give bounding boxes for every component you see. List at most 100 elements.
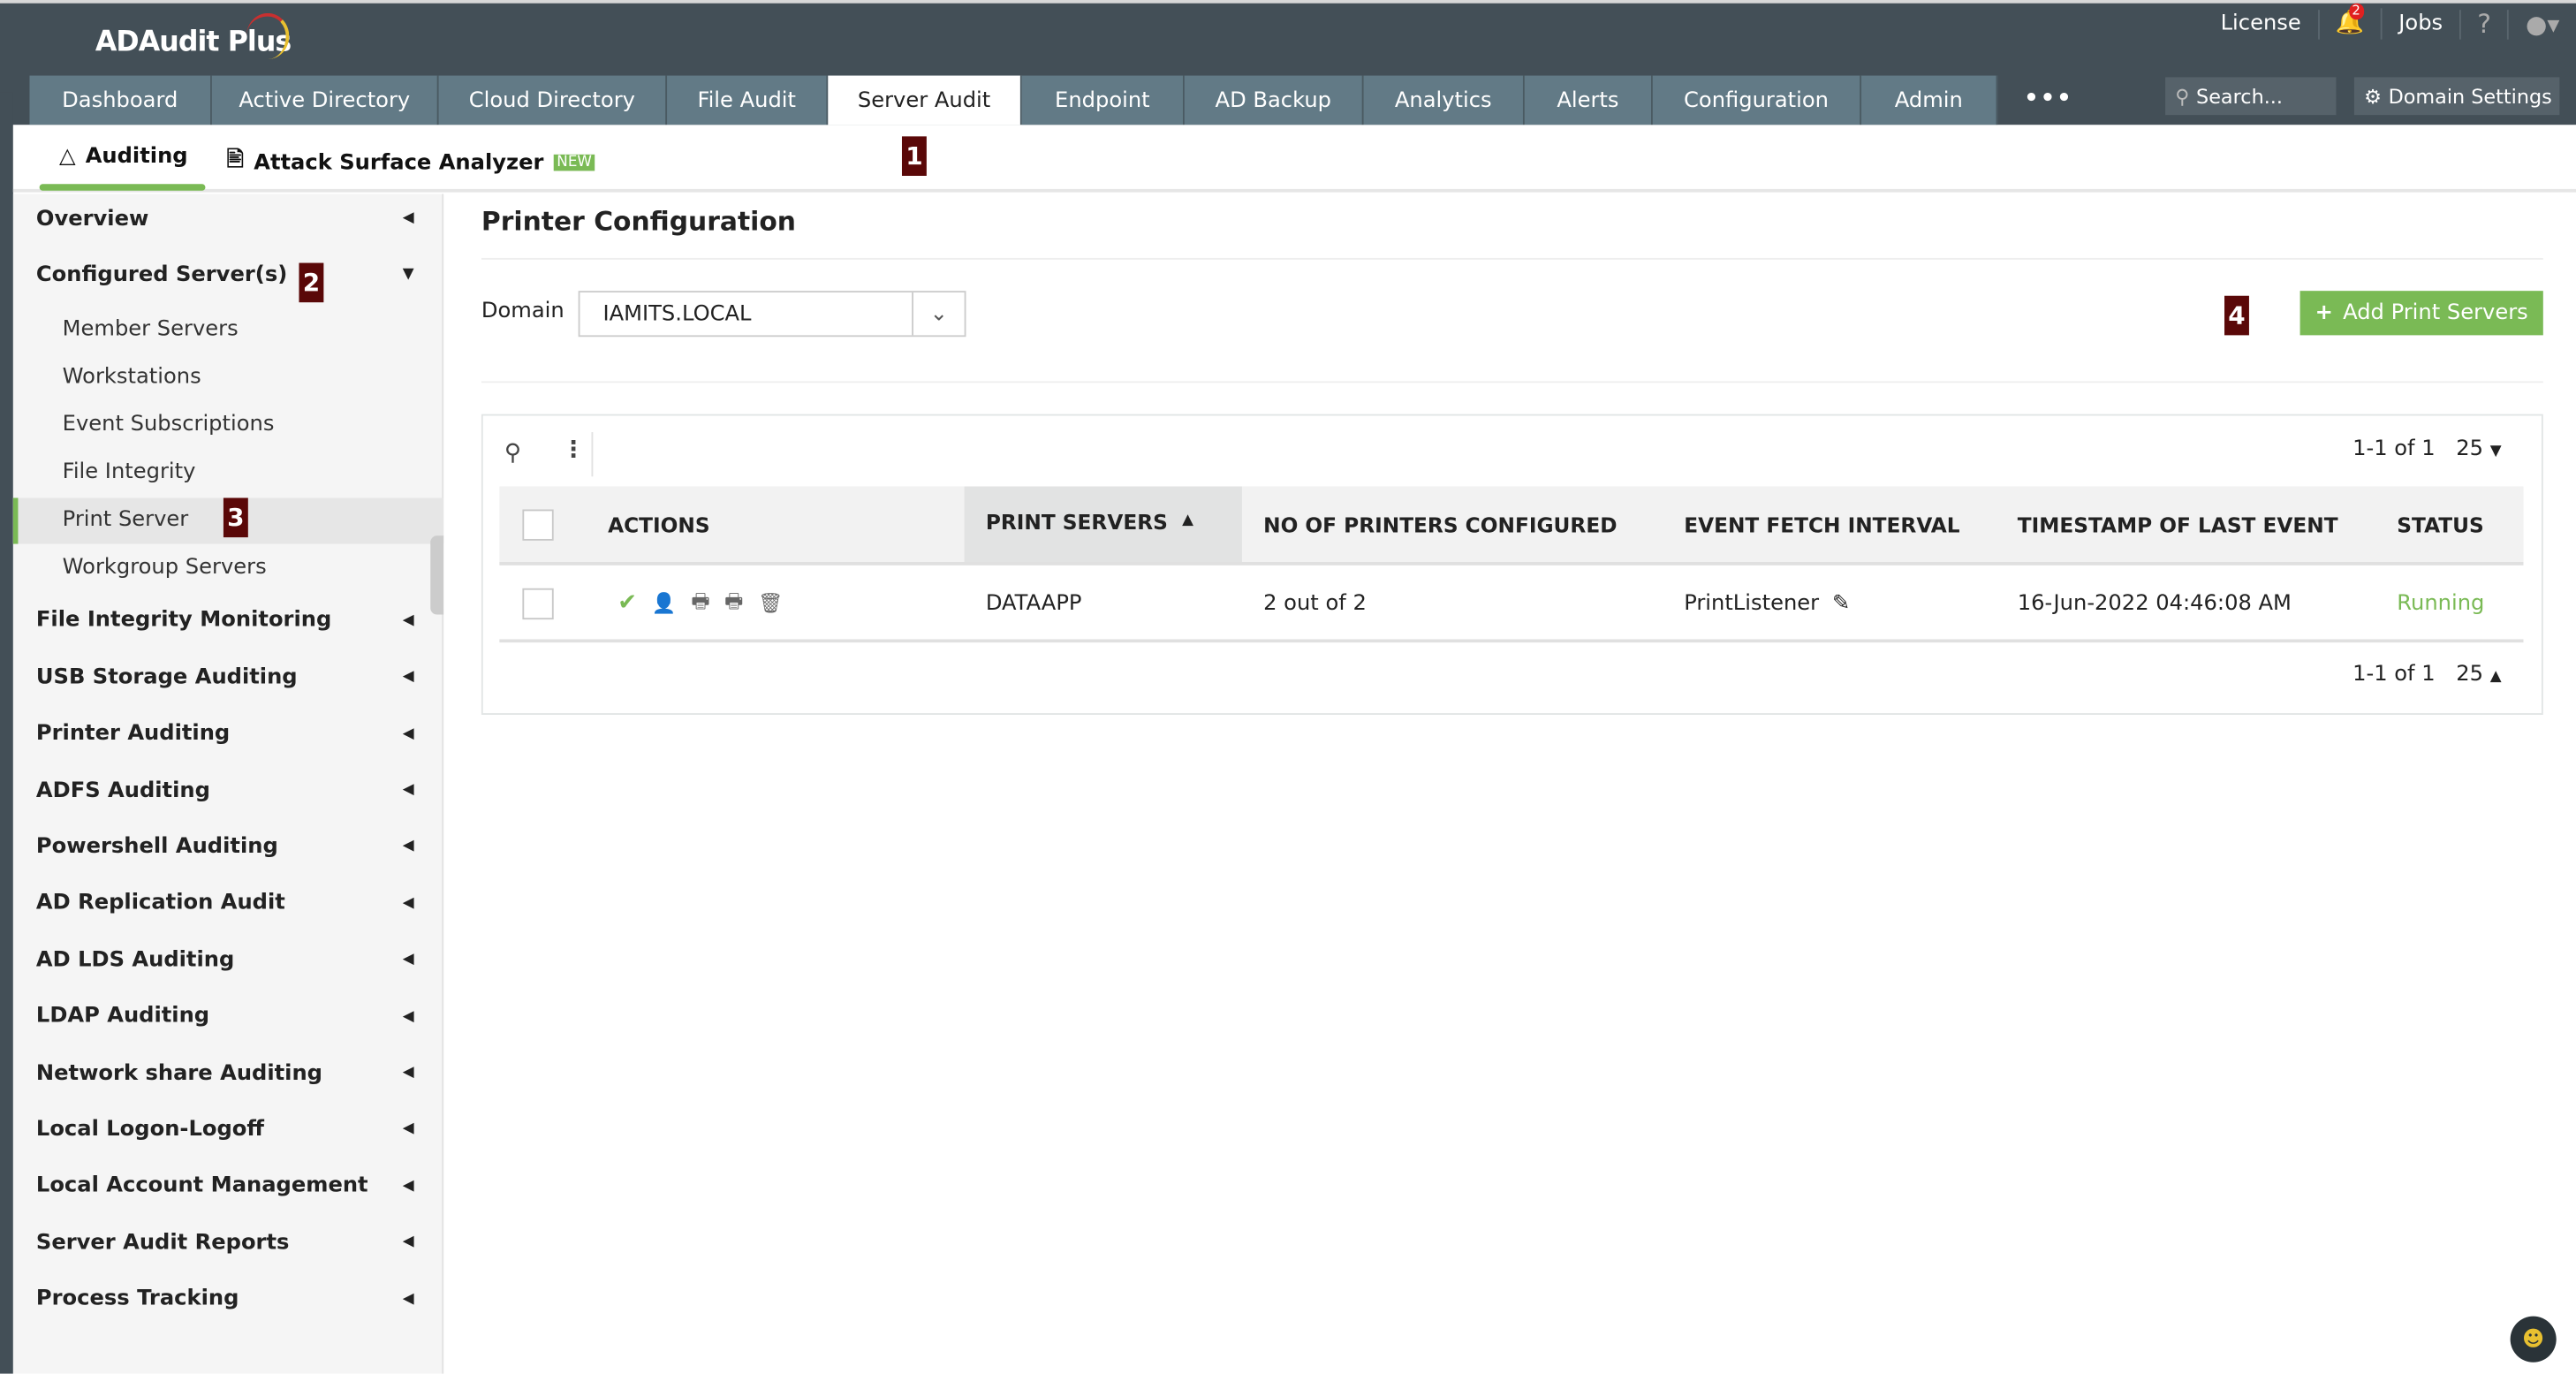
tab-alerts[interactable]: Alerts bbox=[1524, 75, 1653, 125]
sidebar-item-label: USB Storage Auditing bbox=[35, 664, 298, 690]
domain-value: IAMITS.LOCAL bbox=[602, 301, 752, 327]
col-status[interactable]: STATUS bbox=[2397, 512, 2484, 537]
search-placeholder: Search... bbox=[2196, 84, 2283, 108]
tab-attack-surface-analyzer[interactable]: 🖹 Attack Surface Analyzer NEW bbox=[227, 145, 595, 181]
tab-attack-surface-label: Attack Surface Analyzer bbox=[254, 150, 544, 176]
new-badge: NEW bbox=[553, 154, 595, 171]
col-printers-configured[interactable]: NO OF PRINTERS CONFIGURED bbox=[1263, 512, 1618, 537]
sidebar-item-server-audit-reports[interactable]: Server Audit Reports ◀ bbox=[13, 1218, 443, 1267]
tab-ad-backup[interactable]: AD Backup bbox=[1184, 75, 1364, 125]
sidebar-item-adfs-auditing[interactable]: ADFS Auditing ◀ bbox=[13, 766, 443, 816]
status-badge: Running bbox=[2397, 590, 2485, 616]
notifications-button[interactable]: 🔔 2 bbox=[2319, 3, 2383, 40]
toolbar-divider bbox=[591, 432, 594, 477]
page-size-value: 25 bbox=[2456, 436, 2484, 462]
user-avatar-icon[interactable]: ●▾ bbox=[2526, 9, 2560, 39]
caret-left-icon: ◀ bbox=[402, 895, 414, 912]
sidebar-item-ldap-auditing[interactable]: LDAP Auditing ◀ bbox=[13, 992, 443, 1042]
caret-left-icon: ◀ bbox=[402, 1121, 414, 1138]
search-icon: ⚲ bbox=[2175, 84, 2190, 108]
col-event-fetch-interval[interactable]: EVENT FETCH INTERVAL bbox=[1684, 512, 1960, 537]
marker-3: 3 bbox=[223, 497, 248, 538]
sidebar-collapse-handle[interactable] bbox=[430, 535, 444, 615]
sidebar-subitem-file-integrity[interactable]: File Integrity bbox=[62, 460, 196, 486]
domain-settings-label: Domain Settings bbox=[2388, 84, 2552, 108]
tab-cloud-directory[interactable]: Cloud Directory bbox=[438, 75, 668, 125]
pagination-range-bottom: 1-1 of 1 bbox=[2352, 662, 2436, 687]
sidebar-item-local-logon-logoff[interactable]: Local Logon-Logoff ◀ bbox=[13, 1105, 443, 1154]
page-size-select-bottom[interactable]: 25 ▲ bbox=[2456, 662, 2501, 687]
sidebar-subitem-event-subscriptions[interactable]: Event Subscriptions bbox=[62, 413, 275, 438]
sidebar-item-label: Local Logon-Logoff bbox=[35, 1117, 264, 1142]
user-remove-icon[interactable]: 👤 bbox=[651, 591, 677, 615]
caret-left-icon: ◀ bbox=[402, 1178, 414, 1195]
caret-left-icon: ◀ bbox=[402, 1290, 414, 1308]
caret-down-icon: ▼ bbox=[402, 266, 414, 284]
divider bbox=[481, 381, 2543, 383]
col-actions: ACTIONS bbox=[608, 512, 710, 537]
tab-endpoint[interactable]: Endpoint bbox=[1021, 75, 1185, 125]
caret-left-icon: ◀ bbox=[402, 1234, 414, 1251]
sidebar-item-printer-auditing[interactable]: Printer Auditing ◀ bbox=[13, 710, 443, 759]
sidebar-item-ad-replication-audit[interactable]: AD Replication Audit ◀ bbox=[13, 879, 443, 929]
more-options-icon[interactable]: ⋮ bbox=[562, 436, 586, 464]
caret-left-icon: ◀ bbox=[402, 669, 414, 686]
sidebar-item-file-integrity-monitoring[interactable]: File Integrity Monitoring ◀ bbox=[13, 596, 443, 646]
license-link[interactable]: License bbox=[2204, 9, 2320, 39]
tab-file-audit[interactable]: File Audit bbox=[667, 75, 829, 125]
cell-interval: PrintListener bbox=[1684, 590, 1820, 616]
divider bbox=[481, 257, 2543, 260]
add-printer-icon[interactable]: 🖶 bbox=[691, 588, 710, 612]
marker-1: 1 bbox=[901, 136, 927, 176]
domain-label: Domain bbox=[481, 299, 564, 324]
row-checkbox[interactable] bbox=[522, 588, 554, 620]
caret-left-icon: ◀ bbox=[402, 1065, 414, 1082]
sidebar-item-usb-storage-auditing[interactable]: USB Storage Auditing ◀ bbox=[13, 653, 443, 702]
marker-4: 4 bbox=[2224, 295, 2249, 336]
sidebar-subitem-workgroup-servers[interactable]: Workgroup Servers bbox=[62, 556, 267, 581]
edit-pencil-icon[interactable]: ✎ bbox=[1831, 590, 1851, 616]
page-size-select-top[interactable]: 25 ▼ bbox=[2456, 437, 2501, 462]
remove-printer-icon[interactable]: 🖶 bbox=[724, 588, 744, 612]
sidebar-subitem-member-servers[interactable]: Member Servers bbox=[62, 317, 239, 343]
col-timestamp[interactable]: TIMESTAMP OF LAST EVENT bbox=[2017, 512, 2338, 537]
warning-triangle-icon: △ bbox=[58, 144, 76, 170]
add-print-servers-button[interactable]: + Add Print Servers bbox=[2299, 291, 2543, 336]
trash-icon[interactable]: 🗑 bbox=[757, 591, 784, 615]
help-icon[interactable]: ? bbox=[2461, 8, 2510, 39]
tab-auditing-label: Auditing bbox=[85, 144, 188, 170]
sidebar-item-powershell-auditing[interactable]: Powershell Auditing ◀ bbox=[13, 823, 443, 872]
tab-configuration[interactable]: Configuration bbox=[1652, 75, 1862, 125]
tab-auditing[interactable]: △ Auditing bbox=[59, 145, 188, 170]
sidebar-item-overview[interactable]: Overview ◀ bbox=[13, 194, 443, 243]
select-all-checkbox[interactable] bbox=[522, 509, 554, 541]
col-print-servers[interactable]: PRINT SERVERS ▲ bbox=[964, 486, 1242, 563]
logo-arc-icon bbox=[246, 12, 290, 59]
sidebar-item-network-share-auditing[interactable]: Network share Auditing ◀ bbox=[13, 1048, 443, 1097]
more-tabs-button[interactable]: ••• bbox=[2024, 85, 2073, 112]
sidebar-item-label: AD LDS Auditing bbox=[35, 947, 235, 973]
tab-analytics[interactable]: Analytics bbox=[1363, 75, 1525, 125]
search-filter-icon[interactable]: ⚲ bbox=[504, 440, 522, 467]
enable-check-icon[interactable]: ✔ bbox=[617, 589, 638, 617]
sidebar-item-process-tracking[interactable]: Process Tracking ◀ bbox=[13, 1274, 443, 1324]
sidebar-item-ad-lds-auditing[interactable]: AD LDS Auditing ◀ bbox=[13, 936, 443, 985]
search-input[interactable]: ⚲ Search... bbox=[2165, 77, 2337, 116]
tab-admin[interactable]: Admin bbox=[1861, 75, 1998, 125]
chat-assistant-icon[interactable]: ☻ bbox=[2510, 1316, 2557, 1363]
sidebar-item-local-account-management[interactable]: Local Account Management ◀ bbox=[13, 1161, 443, 1211]
sidebar-subitem-workstations[interactable]: Workstations bbox=[62, 365, 201, 391]
tab-active-directory[interactable]: Active Directory bbox=[211, 75, 439, 125]
tab-server-audit[interactable]: Server Audit bbox=[828, 75, 1022, 125]
domain-select[interactable]: IAMITS.LOCAL ⌄ bbox=[578, 291, 966, 338]
tab-dashboard[interactable]: Dashboard bbox=[29, 75, 212, 125]
jobs-link[interactable]: Jobs bbox=[2383, 9, 2461, 39]
sidebar-item-configured-server-s-[interactable]: Configured Server(s) ▼ bbox=[13, 250, 443, 300]
caret-up-icon: ▲ bbox=[2489, 668, 2502, 686]
active-tab-indicator bbox=[39, 184, 206, 191]
sidebar-item-label: AD Replication Audit bbox=[35, 891, 285, 916]
left-strip bbox=[0, 92, 13, 1374]
bell-icon: 🔔 2 bbox=[2335, 3, 2365, 36]
sidebar-item-label: Printer Auditing bbox=[35, 721, 231, 747]
domain-settings-button[interactable]: ⚙ Domain Settings bbox=[2353, 77, 2560, 116]
